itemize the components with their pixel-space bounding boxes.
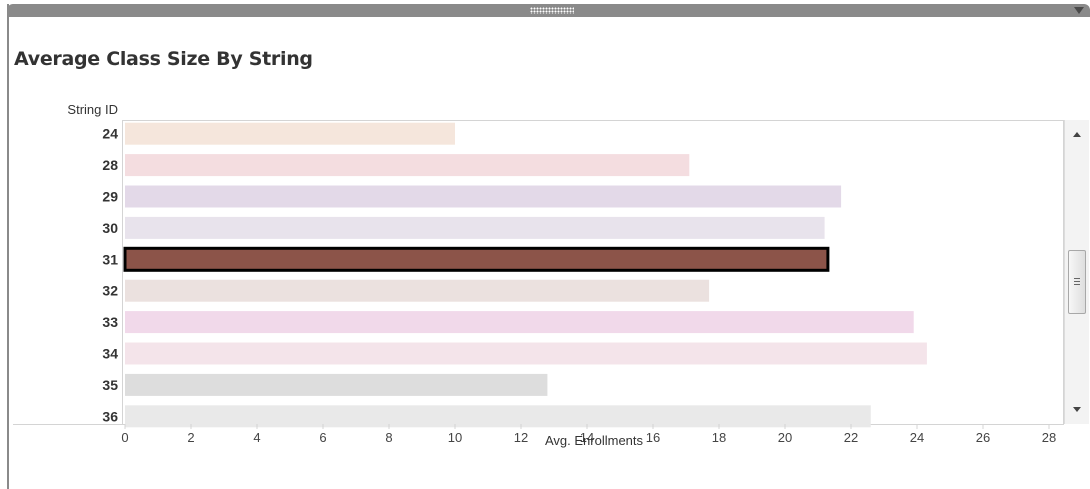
category-label-24: 24 (102, 126, 118, 142)
scroll-up-arrow-icon[interactable] (1073, 132, 1081, 137)
scroll-down-arrow-icon[interactable] (1073, 407, 1081, 412)
x-tick-label-6: 6 (319, 430, 326, 445)
x-axis-ticks: 0 2 4 6 8 10 12 14 16 18 20 22 24 26 28 (121, 424, 1056, 445)
bar-string-30[interactable] (125, 216, 825, 239)
bar-string-31[interactable] (123, 246, 830, 272)
x-tick-label-0: 0 (121, 430, 128, 445)
bar-string-35[interactable] (125, 373, 548, 396)
x-tick-label-4: 4 (253, 430, 260, 445)
x-tick-label-18: 18 (712, 430, 726, 445)
x-axis-title: Avg. Enrollments (545, 433, 644, 448)
x-tick-label-26: 26 (976, 430, 990, 445)
x-tick-label-14: 14 (580, 430, 594, 445)
category-label-36: 36 (102, 408, 118, 424)
dashboard-panel (7, 4, 1090, 489)
category-label-32: 32 (102, 283, 118, 299)
bar-string-29[interactable] (125, 185, 842, 208)
chart-title: Average Class Size By String (14, 48, 313, 70)
x-tick-label-28: 28 (1042, 430, 1056, 445)
category-label-33: 33 (102, 314, 118, 330)
category-label-34: 34 (102, 346, 118, 362)
bar-string-36[interactable] (125, 405, 871, 428)
x-tick-label-24: 24 (910, 430, 924, 445)
category-label-29: 29 (102, 189, 118, 205)
category-label-31: 31 (102, 251, 118, 267)
bar-string-33[interactable] (125, 311, 914, 334)
bars-layer (123, 122, 927, 428)
drag-grip-icon[interactable] (530, 7, 574, 14)
bar-string-24[interactable] (125, 122, 455, 145)
category-label-35: 35 (102, 377, 118, 393)
scroll-thumb[interactable] (1068, 250, 1086, 314)
vertical-scrollbar[interactable] (1064, 120, 1089, 424)
x-tick-label-22: 22 (844, 430, 858, 445)
category-label-30: 30 (102, 220, 118, 236)
bar-string-34[interactable] (125, 342, 927, 365)
category-labels: 24 28 29 30 31 32 33 34 35 36 (102, 126, 118, 425)
bar-string-32[interactable] (125, 279, 710, 302)
x-tick-label-8: 8 (385, 430, 392, 445)
bar-string-28[interactable] (125, 154, 690, 177)
x-tick-label-10: 10 (448, 430, 462, 445)
x-tick-label-16: 16 (646, 430, 660, 445)
panel-menu-dropdown-icon[interactable] (1074, 7, 1084, 14)
y-axis-title: String ID (67, 102, 118, 117)
x-tick-label-2: 2 (187, 430, 194, 445)
panel-title-bar[interactable] (7, 4, 1090, 17)
x-tick-label-20: 20 (778, 430, 792, 445)
x-tick-label-12: 12 (514, 430, 528, 445)
thumb-grip-icon (1074, 278, 1080, 285)
category-label-28: 28 (102, 157, 118, 173)
